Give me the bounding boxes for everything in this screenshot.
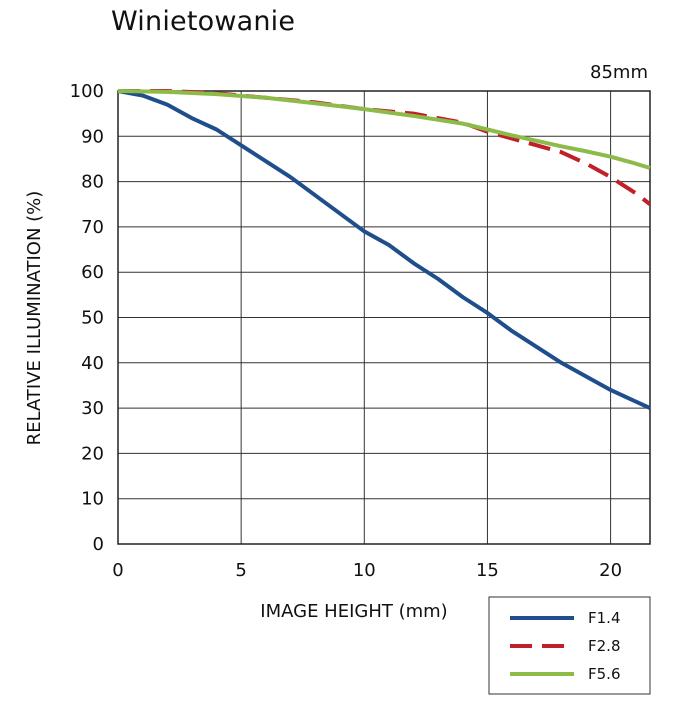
legend-label: F5.6 — [588, 665, 620, 683]
legend-label: F2.8 — [588, 637, 620, 655]
y-tick-label: 30 — [81, 398, 104, 419]
x-tick-label: 5 — [235, 560, 246, 581]
x-tick-label: 15 — [476, 560, 499, 581]
y-tick-label: 10 — [81, 489, 104, 510]
y-tick-label: 40 — [81, 353, 104, 374]
plot-frame — [117, 90, 651, 545]
grid-lines — [117, 90, 650, 545]
x-tick-label: 10 — [353, 560, 376, 581]
y-tick-label: 70 — [81, 217, 104, 238]
y-tick-label: 80 — [81, 172, 104, 193]
legend: F1.4 F2.8 F5.6 — [488, 596, 651, 695]
series-line-f1-4 — [117, 89, 651, 410]
x-tick-label: 0 — [112, 560, 123, 581]
series-line-f5-6 — [117, 89, 651, 170]
x-tick-labels: 0 5 10 15 20 — [112, 560, 622, 581]
legend-label: F1.4 — [588, 609, 620, 627]
series-lines — [117, 89, 652, 410]
y-tick-label: 90 — [81, 126, 104, 147]
y-tick-label: 60 — [81, 262, 104, 283]
y-tick-label: 50 — [81, 308, 104, 329]
focal-length-label: 85mm — [590, 62, 648, 83]
y-tick-label: 20 — [81, 443, 104, 464]
y-tick-label: 0 — [93, 534, 104, 555]
y-tick-labels: 0 10 20 30 40 50 60 70 80 90 100 — [70, 81, 104, 555]
page-title: Winietowanie — [111, 6, 296, 37]
x-tick-label: 20 — [599, 560, 622, 581]
y-tick-label: 100 — [70, 81, 104, 102]
y-axis-title: RELATIVE ILLUMINATION (%) — [24, 191, 45, 446]
x-axis-title: IMAGE HEIGHT (mm) — [260, 601, 447, 622]
